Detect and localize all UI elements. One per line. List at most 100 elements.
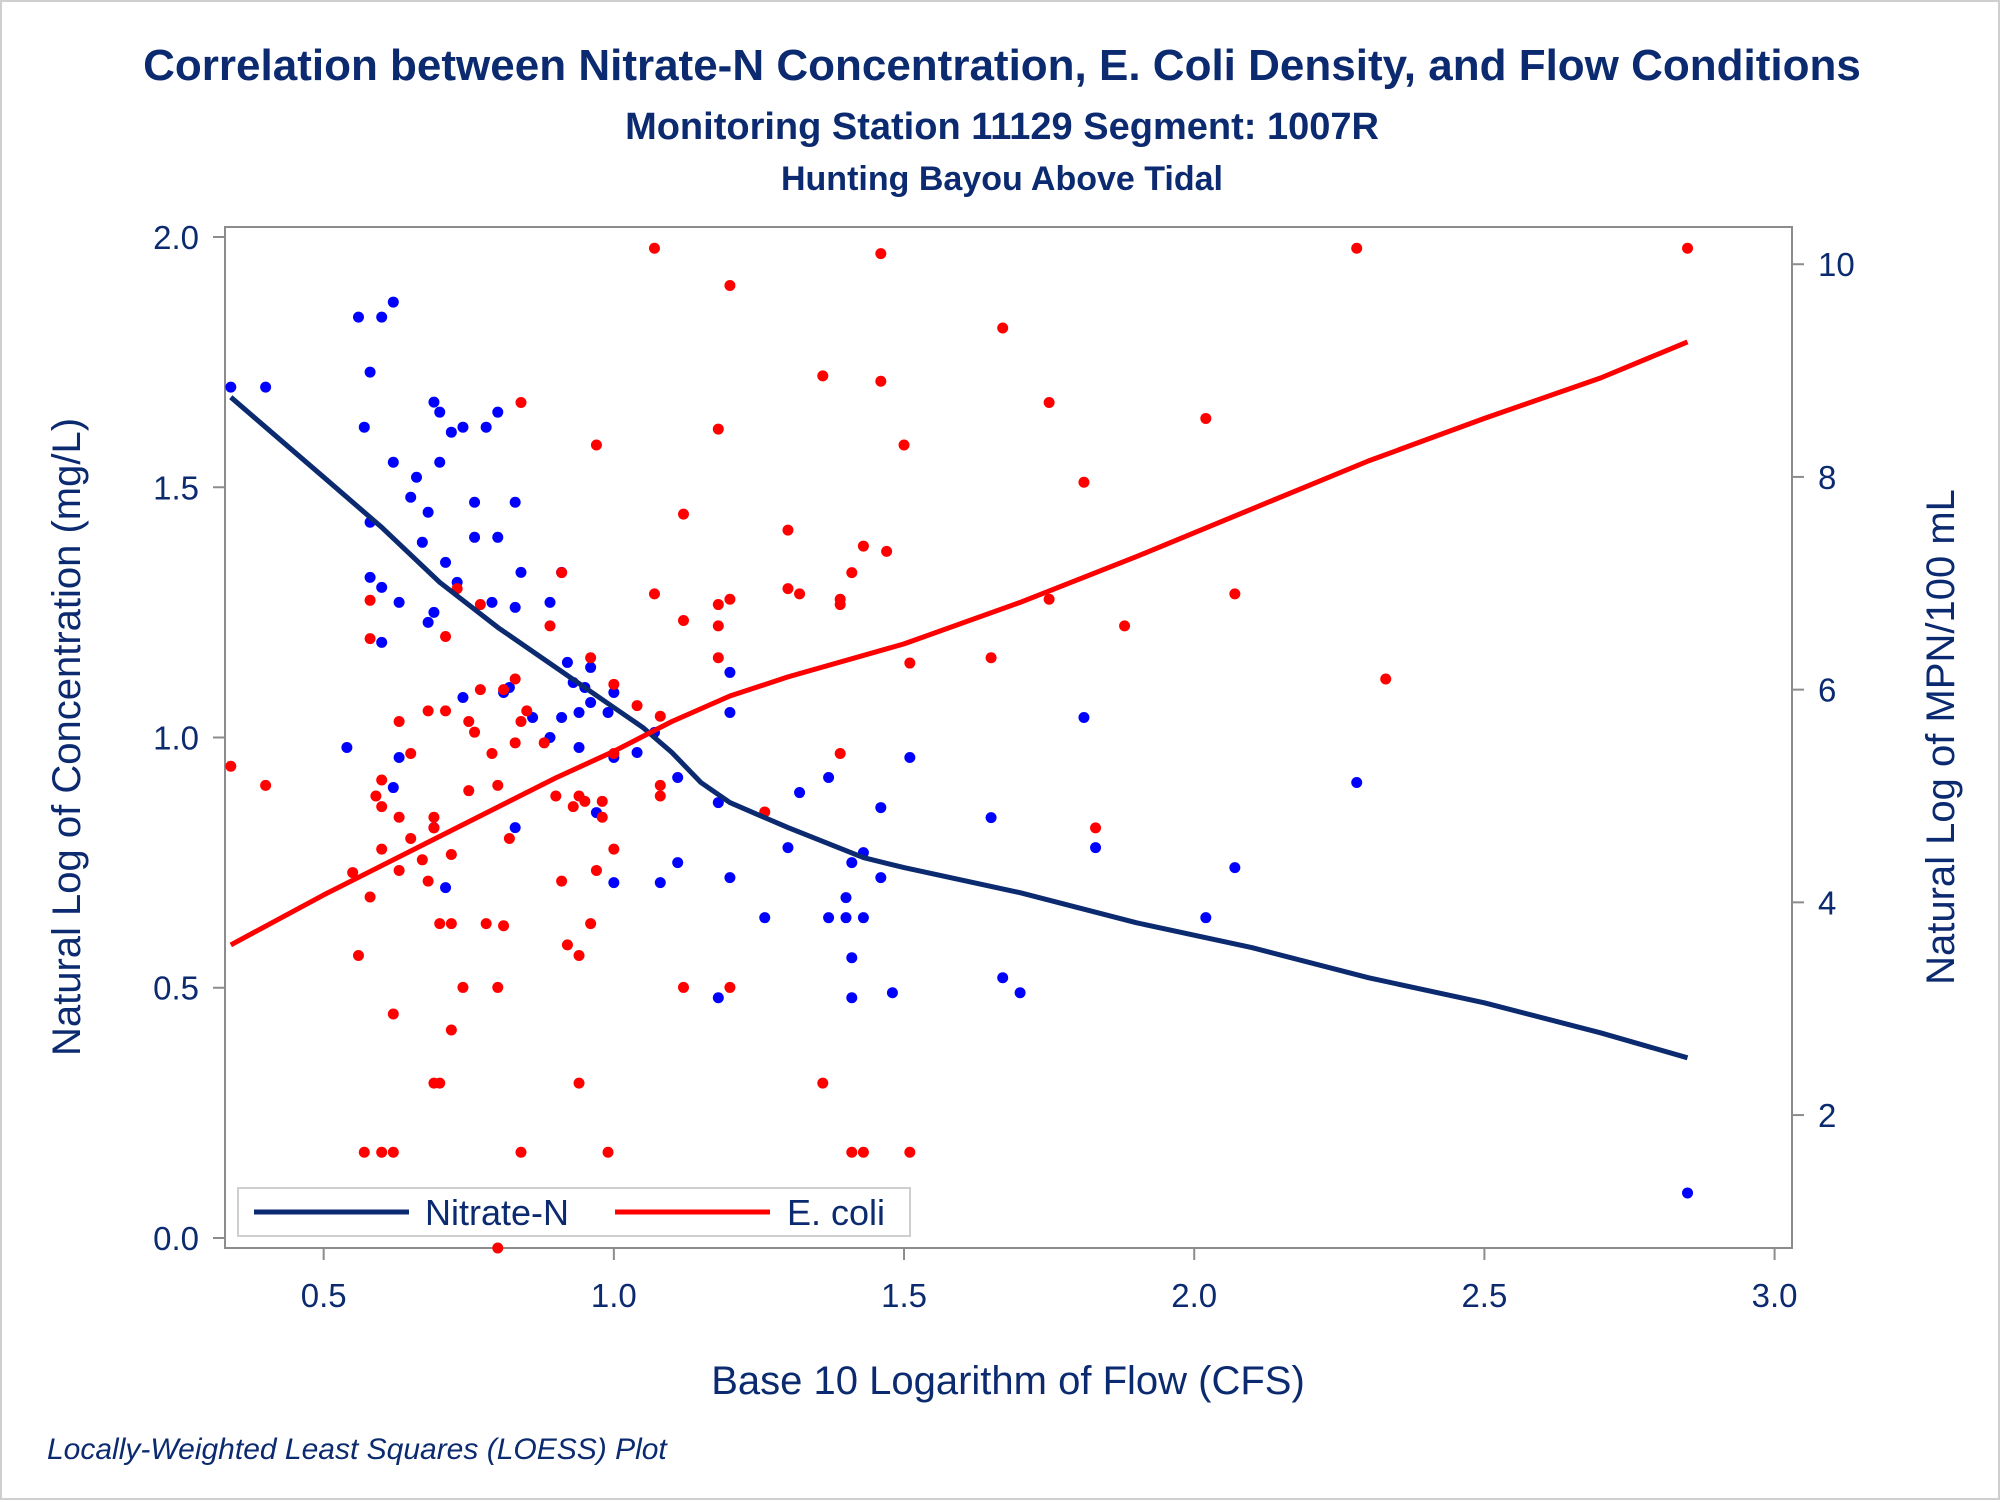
ecoli-point (567, 801, 579, 813)
nitrate-point (561, 656, 573, 668)
nitrate-point (480, 421, 492, 433)
ecoli-point (1078, 476, 1090, 488)
nitrate-point (573, 706, 585, 718)
nitrate-point (1014, 987, 1026, 999)
ecoli-point (509, 673, 521, 685)
nitrate-point (724, 872, 736, 884)
ecoli-point (724, 981, 736, 993)
ecoli-point (834, 747, 846, 759)
ecoli-point (393, 811, 405, 823)
nitrate-point (469, 531, 481, 543)
ecoli-point (457, 981, 469, 993)
scatter-points (225, 242, 1694, 1254)
ecoli-point (724, 593, 736, 605)
nitrate-point (840, 912, 852, 924)
legend: Nitrate-N E. coli (237, 1187, 911, 1237)
nitrate-point (509, 822, 521, 834)
ecoli-point (875, 248, 887, 260)
ecoli-point (997, 322, 1009, 334)
nitrate-point (840, 892, 852, 904)
nitrate-point (387, 456, 399, 468)
nitrate-point (875, 872, 887, 884)
nitrate-point (376, 311, 388, 323)
ecoli-point (834, 599, 846, 611)
nitrate-point (393, 752, 405, 764)
ecoli-point (515, 396, 527, 408)
ecoli-point (712, 423, 724, 435)
y-right-tick-label: 10 (1818, 246, 1855, 283)
nitrate-point (608, 686, 620, 698)
nitrate-point (875, 802, 887, 814)
y-axis-left-label: Natural Log of Concentration (mg/L) (45, 418, 89, 1056)
ecoli-point (794, 588, 806, 600)
ecoli-point (440, 705, 452, 717)
ecoli-point (712, 599, 724, 611)
ecoli-point (712, 652, 724, 664)
ecoli-point (498, 684, 510, 696)
ecoli-point (498, 920, 510, 932)
ecoli-point (1229, 588, 1241, 600)
nitrate-point (724, 706, 736, 718)
nitrate-point (434, 406, 446, 418)
ecoli-loess-line (229, 339, 1689, 948)
ecoli-point (376, 1146, 388, 1158)
ecoli-point (846, 1146, 858, 1158)
nitrate-point (602, 706, 614, 718)
plot-area (224, 226, 1793, 1249)
nitrate-point (782, 842, 794, 854)
y-left-tick-label: 1.5 (153, 469, 199, 506)
ecoli-point (376, 801, 388, 813)
nitrate-point (997, 972, 1009, 984)
nitrate-point (1200, 912, 1212, 924)
ecoli-point (579, 795, 591, 807)
ecoli-point (1043, 593, 1055, 605)
ecoli-point (782, 583, 794, 595)
ecoli-point (434, 1077, 446, 1089)
x-tick-label: 0.5 (301, 1277, 347, 1314)
nitrate-point (823, 772, 835, 784)
y-right-tick-label: 6 (1818, 672, 1836, 709)
ecoli-point (857, 540, 869, 552)
ecoli-point (550, 790, 562, 802)
nitrate-point (556, 711, 568, 723)
nitrate-point (422, 616, 434, 628)
nitrate-point (857, 912, 869, 924)
ecoli-point (445, 1024, 457, 1036)
ecoli-point (509, 737, 521, 749)
ecoli-point (538, 737, 550, 749)
x-tick-label: 1.5 (881, 1277, 927, 1314)
nitrate-point (573, 742, 585, 754)
nitrate-loess-line (229, 395, 1689, 1061)
ecoli-point (428, 822, 440, 834)
ecoli-point (422, 705, 434, 717)
nitrate-point (672, 857, 684, 869)
ecoli-point (1119, 620, 1131, 632)
nitrate-point (759, 912, 771, 924)
nitrate-point (724, 666, 736, 678)
ecoli-point (352, 950, 364, 962)
ecoli-point (358, 1146, 370, 1158)
nitrate-point (405, 491, 417, 503)
chart-subtitle: Monitoring Station 11129 Segment: 1007R (625, 106, 1379, 148)
nitrate-point (886, 987, 898, 999)
x-axis-label: Base 10 Logarithm of Flow (CFS) (711, 1359, 1305, 1403)
nitrate-point (440, 882, 452, 894)
nitrate-point (486, 596, 498, 608)
ecoli-point (631, 700, 643, 712)
ecoli-point (515, 1146, 527, 1158)
ecoli-point (875, 375, 887, 387)
chart-title: Correlation between Nitrate-N Concentrat… (143, 41, 1861, 90)
ecoli-point (445, 848, 457, 860)
nitrate-point (376, 581, 388, 593)
ecoli-point (590, 439, 602, 451)
nitrate-point (457, 421, 469, 433)
nitrate-point (492, 531, 504, 543)
ecoli-point (463, 785, 475, 797)
nitrate-point (712, 992, 724, 1004)
ecoli-point (405, 747, 417, 759)
nitrate-point (794, 787, 806, 799)
nitrate-point (416, 536, 428, 548)
ecoli-point (393, 864, 405, 876)
ecoli-point (846, 567, 858, 579)
ecoli-point (393, 716, 405, 728)
